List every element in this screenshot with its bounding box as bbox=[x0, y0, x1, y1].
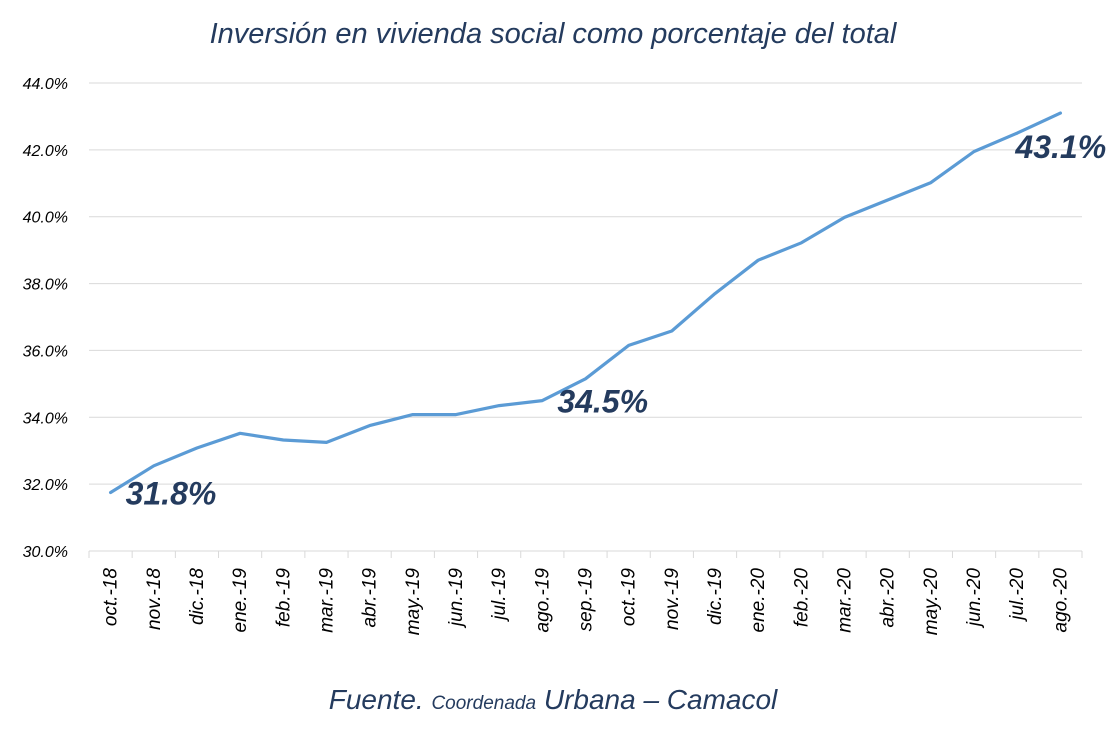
x-tick-label: feb.-19 bbox=[273, 568, 294, 628]
y-tick-label: 36.0% bbox=[23, 343, 68, 360]
x-tick-label: ago.-19 bbox=[532, 568, 553, 633]
x-tick-label: dic.-18 bbox=[187, 568, 208, 625]
x-tick-label: abr.-19 bbox=[360, 568, 381, 628]
x-tick-label: jul.-20 bbox=[1007, 568, 1028, 623]
x-axis: oct.-18 nov.-18 dic.-18 ene.-19 feb.-19 mar.-… bbox=[88, 550, 1083, 636]
data-labels: 31.8% 34.5% 43.1% bbox=[126, 129, 1106, 511]
x-tick-label: mar.-19 bbox=[316, 568, 337, 633]
x-tick-label: ene.-20 bbox=[748, 568, 769, 633]
y-tick-label: 30.0% bbox=[23, 544, 68, 561]
y-tick-label: 40.0% bbox=[23, 210, 68, 227]
x-tick-label: oct.-19 bbox=[619, 568, 640, 627]
y-tick-label: 32.0% bbox=[23, 477, 68, 494]
x-tick-label: jun.-19 bbox=[446, 568, 467, 630]
x-tick-label: sep.-19 bbox=[576, 568, 597, 632]
y-axis: 30.0% 32.0% 34.0% 36.0% 38.0% 40.0% 42.0% 44.0% bbox=[23, 76, 68, 561]
series-layer bbox=[108, 111, 1063, 495]
gridlines bbox=[89, 82, 1082, 485]
source-small: Coordenada bbox=[431, 693, 537, 714]
x-tick-label: abr.-20 bbox=[878, 568, 899, 628]
data-label: 34.5% bbox=[557, 384, 648, 420]
series-line bbox=[108, 111, 1063, 495]
data-label: 31.8% bbox=[126, 476, 217, 512]
source-lead: Fuente. bbox=[328, 684, 424, 715]
x-tick-label: ene.-19 bbox=[230, 568, 251, 633]
source-note: Fuente. Coordenada Urbana – Camacol bbox=[0, 684, 1106, 716]
x-tick-label: nov.-19 bbox=[662, 568, 683, 630]
x-tick-label: jul.-19 bbox=[489, 568, 510, 623]
x-tick-label: jun.-20 bbox=[964, 568, 985, 630]
x-tick-label: may.-20 bbox=[921, 568, 942, 636]
data-label: 43.1% bbox=[1014, 129, 1106, 165]
y-tick-label: 42.0% bbox=[23, 143, 68, 160]
x-tick-label: nov.-18 bbox=[144, 568, 165, 630]
x-tick-label: ago.-20 bbox=[1050, 568, 1071, 633]
x-tick-label: mar.-20 bbox=[835, 568, 856, 633]
y-tick-label: 44.0% bbox=[23, 76, 68, 93]
y-tick-label: 38.0% bbox=[23, 277, 68, 294]
y-tick-label: 34.0% bbox=[23, 410, 68, 427]
x-tick-label: dic.-19 bbox=[705, 568, 726, 625]
source-tail: Urbana – Camacol bbox=[543, 684, 778, 715]
x-tick-label: may.-19 bbox=[403, 568, 424, 636]
x-tick-label: feb.-20 bbox=[791, 568, 812, 628]
x-tick-label: oct.-18 bbox=[101, 568, 122, 627]
chart-title: Inversión en vivienda social como porcen… bbox=[209, 18, 897, 50]
